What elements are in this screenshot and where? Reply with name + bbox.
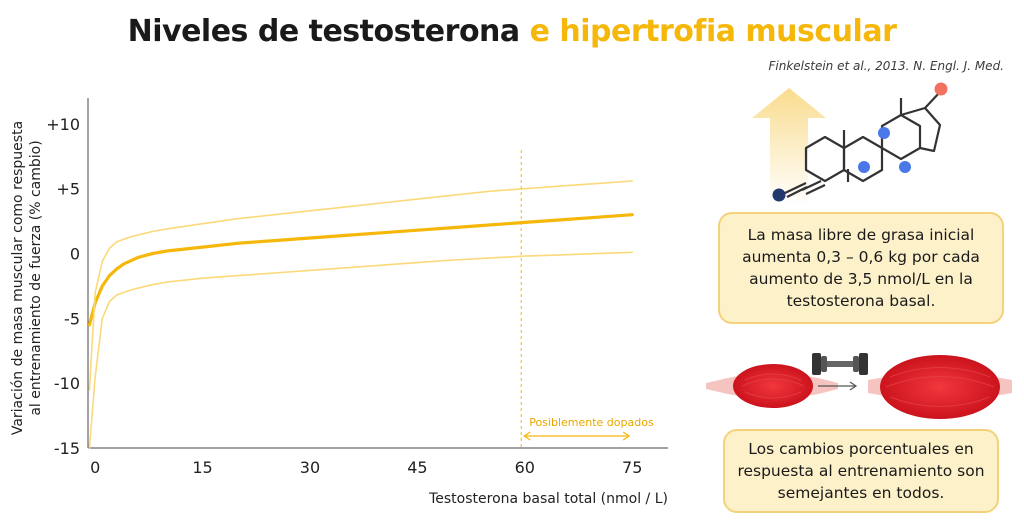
title-part-2: e hipertrofia muscular [529, 14, 897, 49]
info-box-fat-free-mass: La masa libre de grasa inicial aumenta 0… [718, 212, 1004, 324]
annotation-arrow-right [622, 431, 631, 441]
x-tick-label: 60 [515, 458, 535, 477]
info-box-1-text: La masa libre de grasa inicial aumenta 0… [742, 226, 980, 310]
series-line-mean [87, 213, 634, 327]
y-tick-label: -15 [54, 439, 80, 458]
up-arrow-icon [752, 88, 826, 205]
y-tick-label: -5 [64, 309, 80, 328]
series-line-lower [88, 251, 633, 449]
chart-axes: +10 +5 0 -5 -10 -15 0 15 30 45 60 75 Testosterona ba… [10, 98, 668, 507]
x-tick-label: 15 [192, 458, 212, 477]
page-title: Niveles de testosterona e hipertrofia mu… [0, 14, 1024, 49]
y-tick-label: +10 [46, 115, 80, 134]
x-axis-label: Testosterona basal total (nmol / L) [428, 491, 668, 507]
x-tick-label: 75 [622, 458, 642, 477]
citation: Finkelstein et al., 2013. N. Engl. J. Me… [768, 59, 1004, 73]
y-tick-label: -10 [54, 374, 80, 393]
annotation-label: Posiblemente dopados [529, 416, 654, 429]
x-tick-label: 45 [407, 458, 427, 477]
y-axis-label-line-2: al entrenamiento de fuerza (% cambio) [28, 140, 44, 415]
y-tick-label: +5 [56, 180, 80, 199]
title-part-1: Niveles de testosterona [127, 14, 530, 49]
series-line-upper [88, 180, 633, 391]
muscle-small-icon [706, 364, 838, 408]
muscle-large-icon [868, 355, 1012, 419]
x-tick-label: 0 [90, 458, 100, 477]
steroid-molecule-icon [772, 82, 948, 202]
y-axis-label-line-1: Variación de masa muscular como respuest… [10, 121, 26, 435]
x-tick-label: 30 [300, 458, 320, 477]
chart-series [87, 180, 634, 449]
annotation-arrow-left [523, 431, 531, 441]
y-tick-label: 0 [70, 245, 80, 264]
info-box-percent-change: Los cambios porcentuales en respuesta al… [723, 429, 999, 513]
info-box-2-text: Los cambios porcentuales en respuesta al… [737, 440, 985, 502]
chart-annotation: Posiblemente dopados [520, 150, 654, 448]
dumbbell-icon [812, 353, 868, 391]
